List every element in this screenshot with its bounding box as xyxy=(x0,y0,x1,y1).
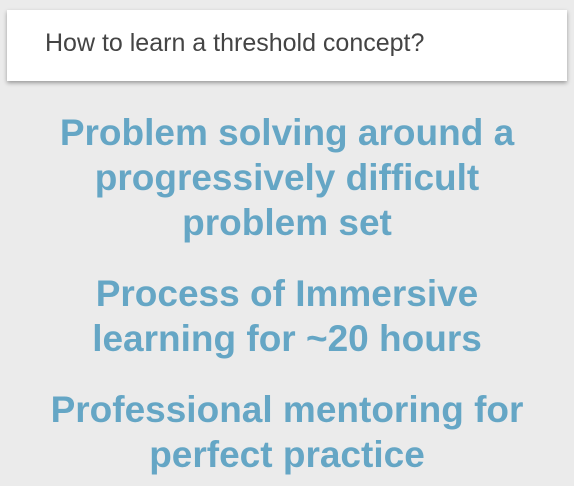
point-immersive-learning: Process of Immersive learning for ~20 ho… xyxy=(92,273,482,359)
slide-title: How to learn a threshold concept? xyxy=(45,29,425,57)
slide-title-card: How to learn a threshold concept? xyxy=(7,10,567,81)
point-professional-mentoring: Professional mentoring for perfect pract… xyxy=(50,389,524,475)
slide-points: Problem solving around a progressively d… xyxy=(0,110,574,477)
point-problem-solving: Problem solving around a progressively d… xyxy=(59,112,515,243)
